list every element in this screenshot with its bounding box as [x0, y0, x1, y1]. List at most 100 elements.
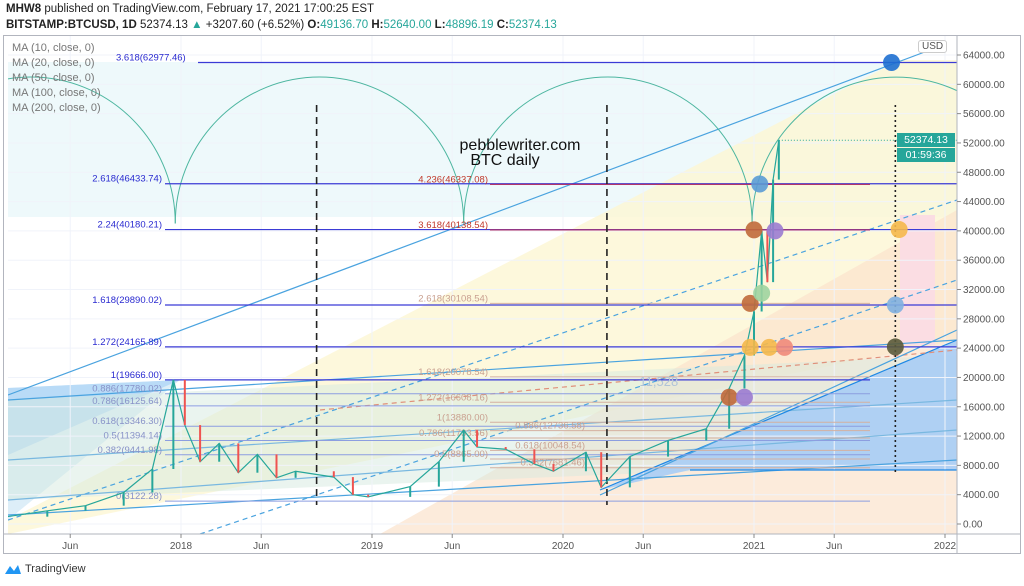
- currency-button[interactable]: USD: [918, 40, 948, 53]
- trend-line: [199, 279, 957, 534]
- time-tick-label: Jun: [826, 541, 842, 552]
- symbol-info: BITSTAMP:BTCUSD, 1D 52374.13 ▲ +3207.60 …: [6, 19, 557, 31]
- fib-extension-label: 0.786(11733.56): [419, 428, 488, 439]
- fib-retracement-label: 2.618(46433.74): [92, 174, 162, 185]
- fib-retracement-label: 0(3122.28): [116, 491, 162, 502]
- price-tick-label: 20000.00: [963, 373, 1005, 384]
- price-tick-label: 24000.00: [963, 344, 1005, 355]
- fib-extension-label: 1.618(20078.54): [418, 367, 488, 378]
- indicator-ma10[interactable]: MA (10, close, 0): [12, 42, 95, 54]
- indicator-ma20[interactable]: MA (20, close, 0): [12, 57, 95, 69]
- marker-circle: [883, 54, 901, 72]
- price-tick-label: 52000.00: [963, 138, 1005, 149]
- tradingview-logo[interactable]: TradingView: [4, 563, 86, 575]
- fib-retracement-label: 0.5(11394.14): [104, 431, 162, 442]
- low-value: 48896.19: [445, 19, 494, 31]
- fib-retracement-label: 0.618(13346.30): [92, 416, 162, 427]
- fib-retracement-label: 1.272(24165.89): [92, 337, 162, 348]
- high-value: 52640.00: [383, 19, 432, 31]
- marker-circle: [735, 388, 753, 406]
- marker-circle: [766, 222, 784, 240]
- trend-line: [8, 339, 957, 401]
- marker-circle: [745, 221, 763, 239]
- trend-line: [8, 199, 957, 521]
- time-tick-label: Jun: [253, 541, 269, 552]
- marker-circle: [751, 175, 769, 193]
- fib-retracement-label: 3.618(62977.46): [116, 53, 186, 64]
- close-label: C:: [496, 19, 509, 31]
- marker-circle: [886, 338, 904, 356]
- symbol: BITSTAMP:BTCUSD, 1D: [6, 19, 137, 31]
- marker-circle: [720, 388, 738, 406]
- fib-retracement-label: 0.886(17780.02): [92, 384, 162, 395]
- fib-extension-label: 0.382(7681.46): [521, 458, 585, 469]
- fib-extension-label: 0.618(10048.54): [515, 440, 585, 451]
- price-change: +3207.60 (+6.52%): [205, 19, 305, 31]
- price-tick-label: 56000.00: [963, 109, 1005, 120]
- time-tick-label: Jun: [444, 541, 460, 552]
- time-arc: [463, 76, 753, 224]
- tradingview-icon: [5, 565, 21, 574]
- price-tick-label: 44000.00: [963, 197, 1005, 208]
- pink-zone-fill: [900, 215, 935, 345]
- fib-extension-label: 1(13880.00): [437, 412, 488, 423]
- chart-title: pebblewriter.com: [460, 137, 581, 154]
- fib-retracement-label: 0.382(9441.98): [98, 445, 162, 456]
- fib-extension-label: 4.236(46337.08): [418, 174, 488, 185]
- marker-circle: [886, 296, 904, 314]
- fib-extension-label: 1.272(16608.16): [418, 392, 488, 403]
- price-tick-label: 60000.00: [963, 80, 1005, 91]
- price-tick-label: 40000.00: [963, 226, 1005, 237]
- trend-line: [8, 459, 957, 516]
- indicator-ma200[interactable]: MA (200, close, 0): [12, 102, 101, 114]
- time-tick-label: Jun: [62, 541, 78, 552]
- time-tick-label: 2020: [552, 541, 575, 552]
- trend-line: [8, 399, 957, 461]
- price-tick-label: 16000.00: [963, 402, 1005, 413]
- marker-circle: [890, 221, 908, 239]
- fib-retracement-label: 2.24(40180.21): [98, 220, 162, 231]
- price-tick-label: 0.00: [963, 520, 983, 531]
- price-tick-label: 36000.00: [963, 256, 1005, 267]
- marker-circle: [741, 294, 759, 312]
- fib-extension-label: 2.618(30108.54): [418, 293, 488, 304]
- time-tick-label: 2022: [934, 541, 957, 552]
- time-arc: [751, 76, 957, 224]
- plot-area: 3.618(62977.46) 2.618(46433.74) 2.24(40180…: [8, 36, 957, 534]
- time-tick-label: 2018: [170, 541, 193, 552]
- price-tick-label: 4000.00: [963, 490, 1000, 501]
- high-label: H:: [371, 19, 384, 31]
- last-price: 52374.13: [139, 19, 188, 31]
- marker-circle: [753, 284, 771, 302]
- indicator-ma100[interactable]: MA (100, close, 0): [12, 87, 101, 99]
- brand-name: TradingView: [25, 563, 86, 575]
- fib-retracement-label: 0.786(16125.64): [92, 396, 162, 407]
- trend-line: [8, 49, 931, 396]
- price-tick-label: 28000.00: [963, 314, 1005, 325]
- trend-line: [8, 429, 957, 501]
- price-tick-label: 48000.00: [963, 168, 1005, 179]
- publish-info: MHW8 published on TradingView.com, Febru…: [6, 3, 374, 15]
- last-price-tag: 52374.13: [897, 133, 955, 147]
- marker-circle: [741, 338, 759, 356]
- marker-circle: [760, 338, 778, 356]
- fib-retracement-label: 1.618(29890.02): [92, 295, 162, 306]
- price-tick-label: 32000.00: [963, 285, 1005, 296]
- open-value: 49136.70: [320, 19, 369, 31]
- price-tick-label: 64000.00: [963, 51, 1005, 62]
- marker-circle: [776, 338, 794, 356]
- price-tick-label: 8000.00: [963, 461, 1000, 472]
- publish-text: published on TradingView.com, February 1…: [44, 3, 375, 15]
- close-value: 52374.13: [508, 19, 557, 31]
- indicator-ma50[interactable]: MA (50, close, 0): [12, 72, 95, 84]
- price-tick-label: 12000.00: [963, 432, 1005, 443]
- chart-subtitle: BTC daily: [470, 152, 539, 169]
- up-arrow-icon: ▲: [191, 19, 203, 31]
- author[interactable]: MHW8: [6, 3, 42, 15]
- time-arc: [8, 76, 176, 224]
- chart-frame: [3, 35, 1021, 554]
- time-tick-label: 2019: [361, 541, 384, 552]
- annotation-label: 11,528: [639, 374, 678, 389]
- fib-extension-label: 0.5(8865.00): [434, 449, 488, 460]
